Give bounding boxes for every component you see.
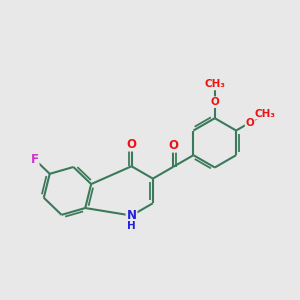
Text: O: O [246, 118, 254, 128]
Text: CH₃: CH₃ [204, 80, 225, 89]
Text: O: O [210, 97, 219, 107]
Text: F: F [31, 153, 39, 166]
Text: O: O [127, 138, 136, 151]
Text: CH₃: CH₃ [255, 109, 276, 118]
Text: O: O [168, 139, 178, 152]
Text: N: N [127, 209, 136, 222]
Text: H: H [127, 221, 136, 231]
